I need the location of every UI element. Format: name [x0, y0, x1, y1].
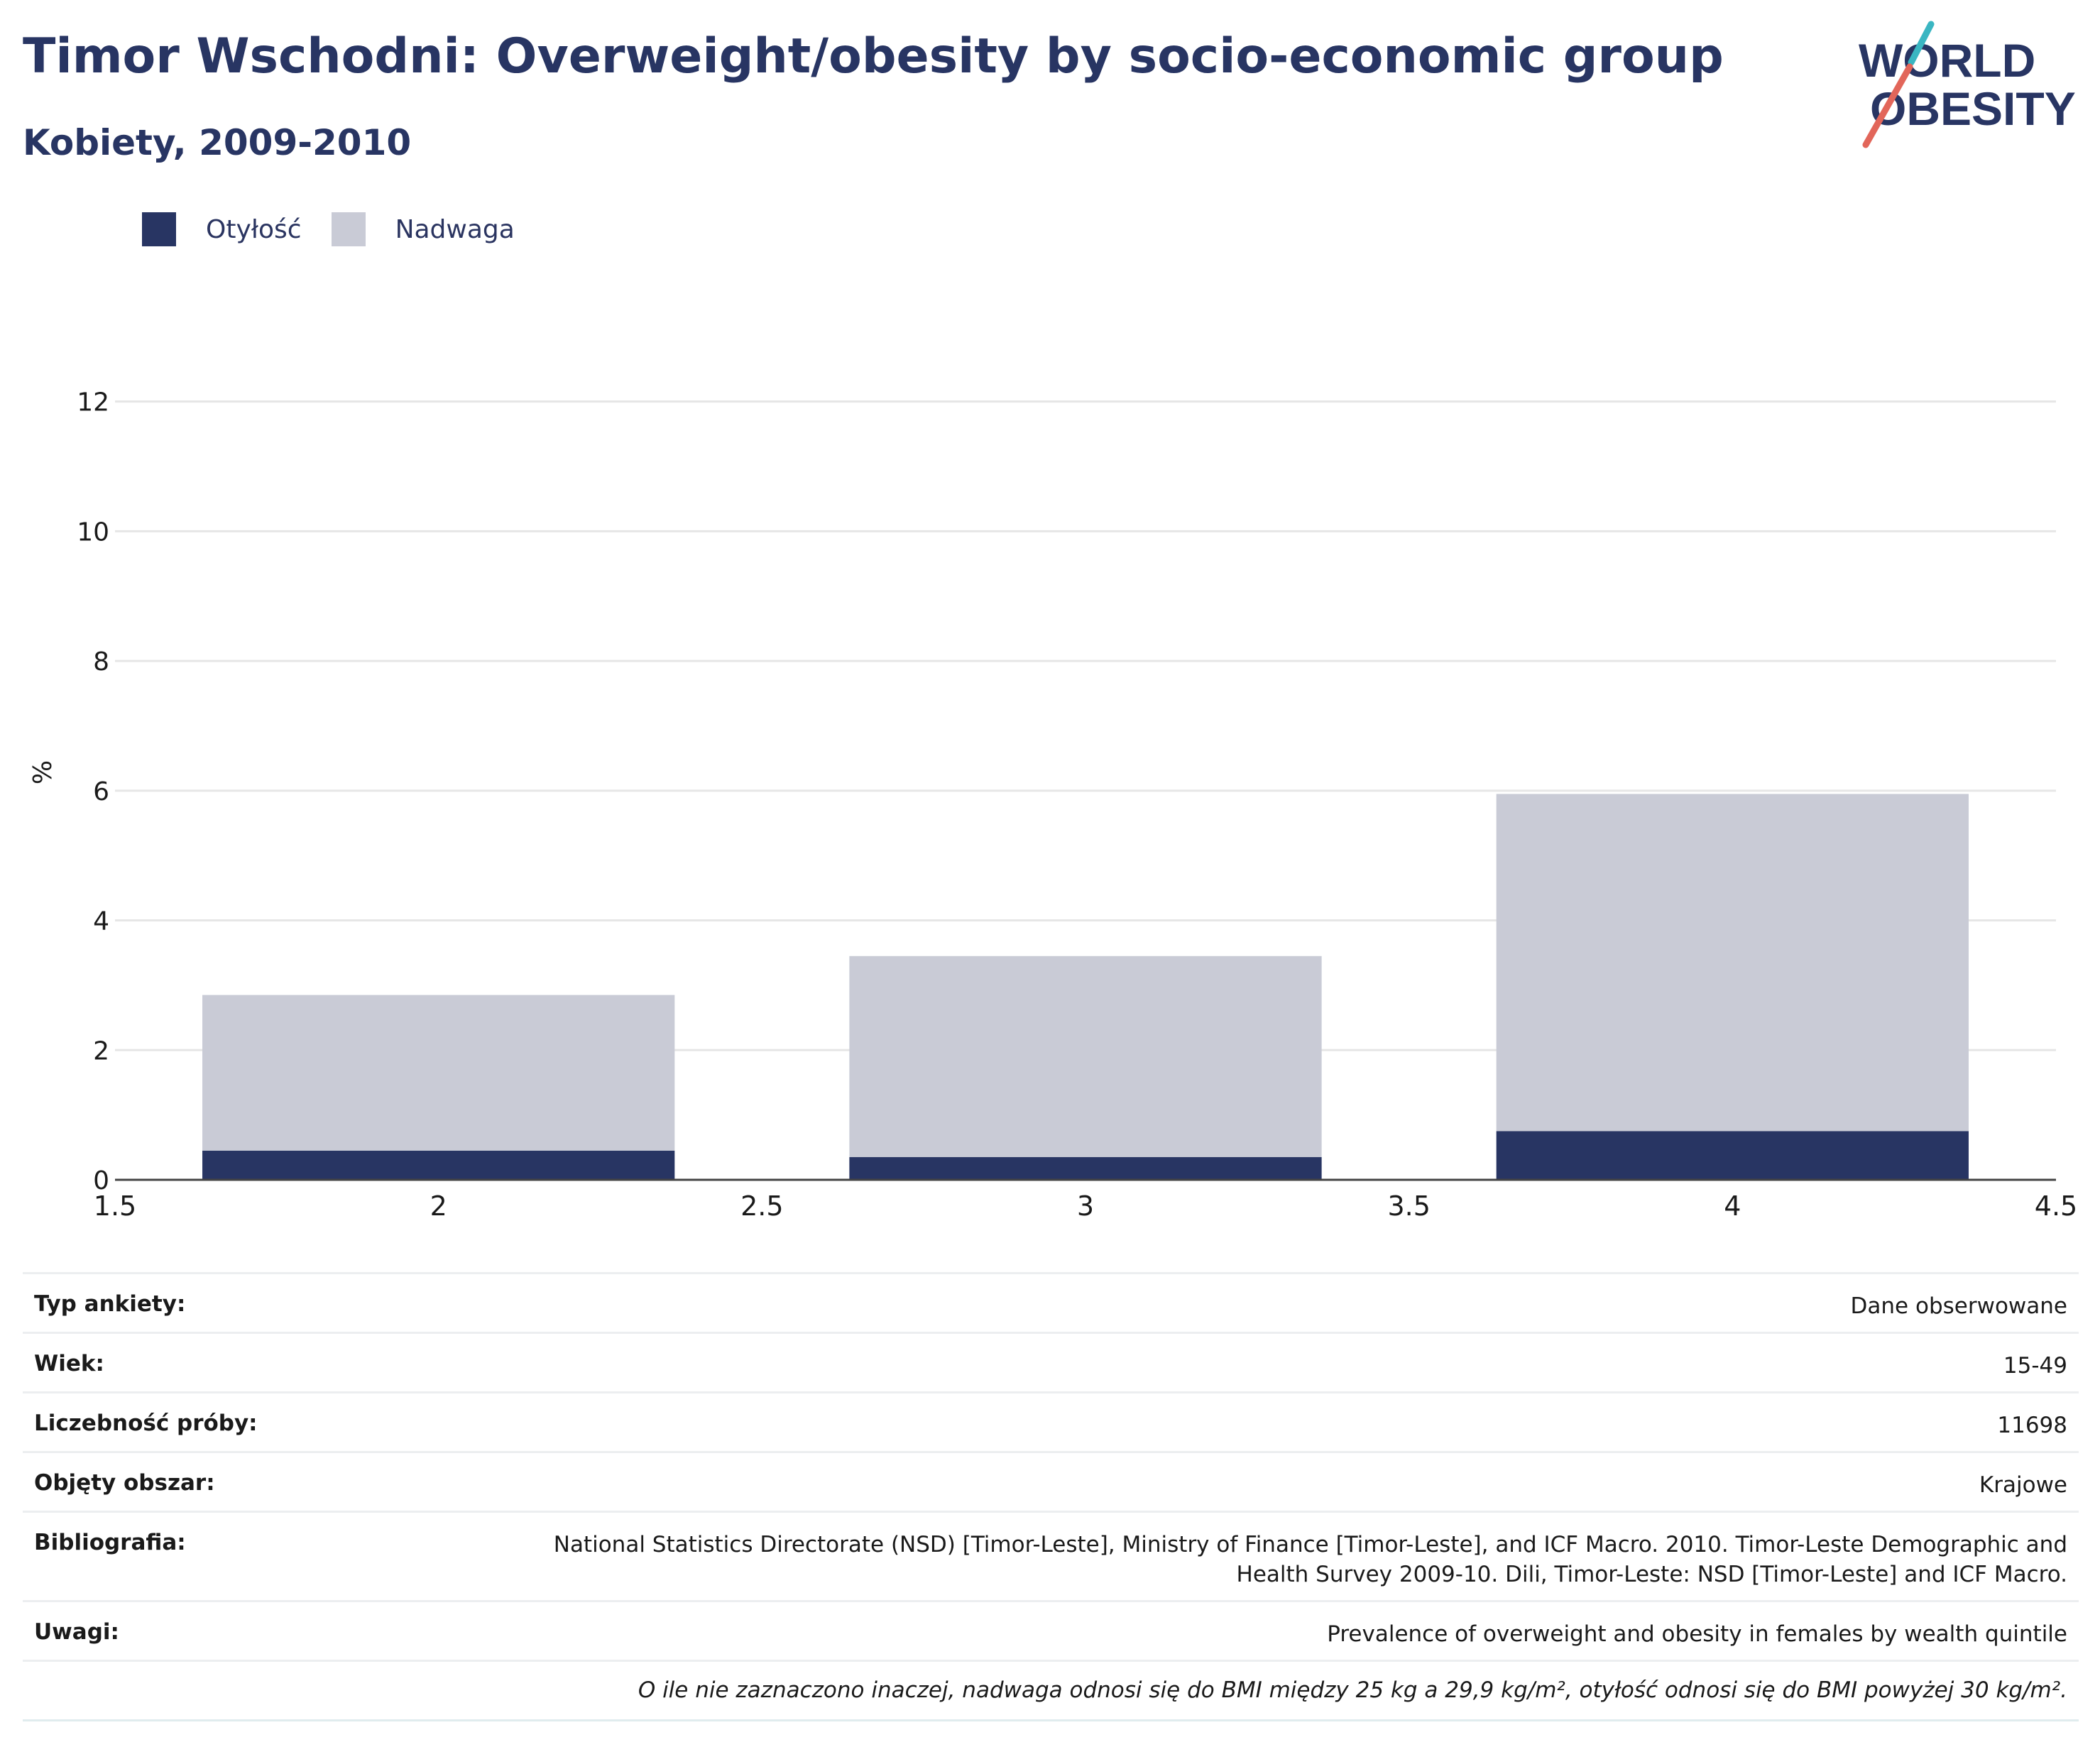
- x-tick-label: 4.5: [2035, 1190, 2077, 1222]
- bar-otylosc-3: [849, 1157, 1322, 1180]
- logo-slash-teal: [1908, 21, 1935, 66]
- y-axis-label: %: [28, 760, 58, 784]
- axes: 0 2 4 6 8 10 12 1.5 2 2.5 3 3.5 4 4.5: [77, 388, 2077, 1222]
- info-row-age: Wiek: 15-49: [23, 1334, 2079, 1393]
- info-row-area: Objęty obszar: Krajowe: [23, 1453, 2079, 1513]
- bar-nadwaga-3: [849, 955, 1322, 1158]
- info-value: Dane obserwowane: [1850, 1293, 2067, 1319]
- world-obesity-logo: WORLD OBESITY: [1859, 21, 2076, 148]
- footnote: O ile nie zaznaczono inaczej, nadwaga od…: [23, 1662, 2079, 1721]
- y-tick-label: 2: [93, 1036, 109, 1066]
- y-tick-label: 0: [93, 1166, 109, 1195]
- x-tick-label: 1.5: [94, 1190, 136, 1222]
- bar-nadwaga-2: [202, 995, 675, 1151]
- y-tick-label: 10: [77, 517, 109, 547]
- logo-line-1: WORLD: [1859, 34, 2035, 87]
- x-tick-label: 3: [1077, 1190, 1094, 1222]
- info-value: 15-49: [2003, 1353, 2067, 1379]
- y-tick-label: 8: [93, 647, 109, 677]
- legend-item-nadwaga: Nadwaga: [331, 212, 515, 246]
- info-label: Typ ankiety:: [34, 1291, 186, 1317]
- bar-nadwaga-4: [1496, 794, 1969, 1132]
- y-tick-label: 12: [77, 388, 109, 417]
- x-tick-label: 4: [1724, 1190, 1741, 1222]
- bar-otylosc-2: [202, 1150, 675, 1180]
- info-value: Krajowe: [1979, 1472, 2067, 1498]
- x-tick-label: 3.5: [1387, 1190, 1430, 1222]
- x-tick-label: 2.5: [740, 1190, 783, 1222]
- chart-legend: Otyłość Nadwaga: [142, 212, 545, 247]
- y-tick-label: 4: [93, 907, 109, 936]
- legend-label-nadwaga: Nadwaga: [395, 214, 515, 244]
- x-tick-label: 2: [430, 1190, 447, 1222]
- legend-swatch-otylosc: [142, 212, 176, 246]
- info-label: Bibliografia:: [34, 1530, 186, 1555]
- info-value: National Statistics Directorate (NSD) [T…: [553, 1532, 2067, 1587]
- legend-label-otylosc: Otyłość: [206, 214, 302, 244]
- logo-slash-red: [1862, 63, 1913, 148]
- info-row-survey-type: Typ ankiety: Dane obserwowane: [23, 1274, 2079, 1334]
- info-label: Liczebność próby:: [34, 1411, 258, 1436]
- info-value: Prevalence of overweight and obesity in …: [1327, 1621, 2067, 1647]
- chart-subtitle: Kobiety, 2009-2010: [23, 122, 412, 163]
- logo-line-2: OBESITY: [1870, 82, 2076, 135]
- info-label: Wiek:: [34, 1351, 104, 1376]
- info-label: Uwagi:: [34, 1619, 119, 1645]
- y-tick-label: 6: [93, 777, 109, 806]
- chart-title: Timor Wschodni: Overweight/obesity by so…: [23, 28, 1724, 84]
- stacked-bar-chart: 0 2 4 6 8 10 12 1.5 2 2.5 3 3.5 4 4.5 %: [28, 388, 2077, 1222]
- info-row-bibliography: Bibliografia: National Statistics Direct…: [23, 1513, 2079, 1602]
- info-row-sample-size: Liczebność próby: 11698: [23, 1393, 2079, 1453]
- info-label: Objęty obszar:: [34, 1470, 215, 1496]
- info-value: 11698: [1997, 1413, 2067, 1438]
- info-row-notes: Uwagi: Prevalence of overweight and obes…: [23, 1602, 2079, 1662]
- bars: [202, 794, 1969, 1180]
- legend-item-otylosc: Otyłość: [142, 212, 302, 246]
- info-table: Typ ankiety: Dane obserwowane Wiek: 15-4…: [23, 1272, 2079, 1721]
- bar-otylosc-4: [1496, 1131, 1969, 1180]
- legend-swatch-nadwaga: [331, 212, 366, 246]
